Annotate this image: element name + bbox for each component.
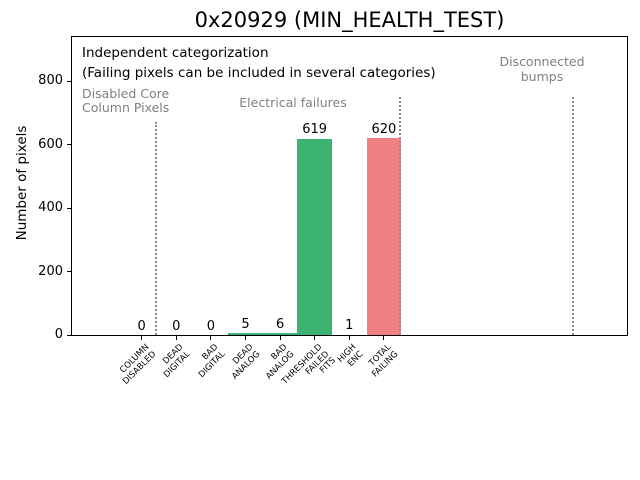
y-axis-label: Number of pixels <box>14 125 30 241</box>
y-tick-mark-0 <box>67 334 72 336</box>
bar-value-label-6: 1 <box>345 318 354 334</box>
bar-value-label-5: 619 <box>302 122 328 138</box>
section-separator-0 <box>154 121 157 335</box>
section-label-disabled-core-column-pixels: Disabled Core Column Pixels <box>82 86 170 115</box>
bar-value-label-4: 6 <box>275 316 285 332</box>
y-tick-mark-3 <box>67 144 72 146</box>
bar-value-label-0: 0 <box>137 318 146 334</box>
y-tick-label-1: 200 <box>38 263 63 279</box>
x-tick-mark-3 <box>245 336 246 340</box>
y-tick-mark-1 <box>67 271 72 273</box>
section-label-electrical-failures: Electrical failures <box>239 95 347 110</box>
x-tick-mark-5 <box>314 336 316 340</box>
x-tick-mark-4 <box>279 336 281 340</box>
bar-value-label-3: 5 <box>241 316 250 332</box>
x-tick-mark-1 <box>175 336 177 340</box>
bar-value-label-2: 0 <box>206 318 216 334</box>
y-tick-mark-4 <box>67 80 72 82</box>
y-tick-label-2: 400 <box>38 200 63 216</box>
x-tick-mark-7 <box>383 336 385 340</box>
x-tick-mark-0 <box>141 336 143 340</box>
section-separator-1 <box>399 96 402 335</box>
y-tick-label-0: 0 <box>54 327 63 342</box>
bar-value-label-7: 620 <box>371 121 397 137</box>
x-tick-mark-6 <box>348 336 350 340</box>
bar-value-label-1: 0 <box>172 318 181 334</box>
y-tick-label-4: 800 <box>38 73 63 89</box>
bar-5 <box>297 138 332 335</box>
annotation-independent-categorization: Independent categorization <box>82 45 269 61</box>
plot-area: Independent categorization (Failing pixe… <box>71 36 628 336</box>
bar-7 <box>366 138 402 335</box>
bar-3 <box>228 333 263 335</box>
y-tick-label-3: 600 <box>38 136 63 152</box>
section-label-disconnected-bumps: Disconnected bumps <box>499 54 585 84</box>
bar-4 <box>262 333 298 335</box>
y-tick-mark-2 <box>67 207 72 209</box>
section-separator-2 <box>572 96 575 335</box>
x-tick-mark-2 <box>210 336 212 340</box>
annotation-failing-pixels-note: (Failing pixels can be included in sever… <box>82 65 436 81</box>
chart-title: 0x20929 (MIN_HEALTH_TEST) <box>194 8 505 32</box>
